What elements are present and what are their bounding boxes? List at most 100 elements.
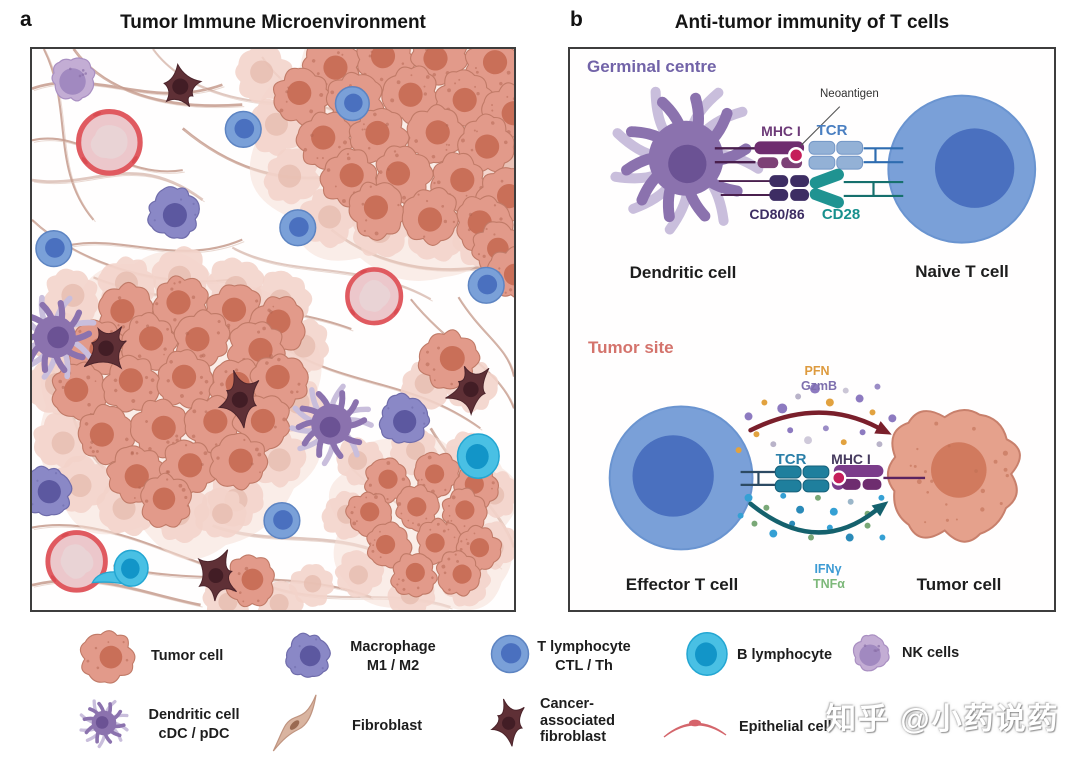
macrophage-legend-icon xyxy=(285,632,331,678)
fibroblast-legend-icon xyxy=(272,694,317,752)
tumor-cell-b-illustration xyxy=(886,409,1021,543)
tnfa-label: TNFα xyxy=(813,577,845,591)
fibroblast-illustration xyxy=(272,694,317,752)
cancer-associated-fibroblast-illustration xyxy=(83,326,127,370)
gzmb-label: GzmB xyxy=(800,379,838,393)
cd28-label: CD28 xyxy=(821,206,861,223)
t-lymphocyte-illustration xyxy=(334,85,370,122)
t-lymphocyte-legend-icon xyxy=(490,634,530,674)
neoantigen-label: Neoantigen xyxy=(820,88,879,100)
tumor-cell-illustration xyxy=(417,329,481,390)
tumor-cell-illustration xyxy=(121,312,179,371)
legend-label-epithelial-cell: Epithelial cell xyxy=(739,719,832,735)
epithelial-structure-illustration xyxy=(75,108,143,176)
tumor-cell-faded-illustration xyxy=(334,550,385,598)
cancer-associated-fibroblast-illustration xyxy=(217,369,260,429)
t-lymphocyte-illustration xyxy=(224,110,262,149)
mhc-i-label-tumor-site: MHC I xyxy=(831,451,871,467)
cancer-associated-fibroblast-illustration xyxy=(445,365,490,416)
macrophage-illustration xyxy=(378,392,431,444)
cancer-associated-fibroblast-illustration xyxy=(163,62,203,107)
t-lymphocyte-illustration xyxy=(279,209,317,247)
cd80-86-complex xyxy=(718,175,810,201)
tcr-label-tumor-site: TCR xyxy=(775,451,807,468)
tcr-label-germinal: TCR xyxy=(816,122,848,139)
nk-cell-illustration xyxy=(852,634,890,672)
nk-cell-illustration xyxy=(51,57,96,102)
tumor-cell-illustration xyxy=(272,67,332,127)
tumor-cell-illustration xyxy=(140,472,192,528)
tumor-cell-illustration xyxy=(406,104,466,165)
dendritic-cell-illustration xyxy=(610,86,764,235)
panel-a-title: Tumor Immune Microenvironment xyxy=(120,12,426,33)
neoantigen-pointer-line xyxy=(800,106,841,146)
tumor-cell-illustration xyxy=(441,487,488,536)
tumor-cell-illustration xyxy=(156,349,214,409)
panel-a-label: a xyxy=(20,8,32,31)
dendritic-cell-illustration xyxy=(32,294,97,380)
tumor-microenvironment-panel xyxy=(30,47,516,612)
legend-label-dendritic-cell: Dendritic cell cDC / pDC xyxy=(148,707,240,742)
tumor-cell-illustration xyxy=(223,554,275,608)
tumor-site-title: Tumor site xyxy=(588,338,674,357)
ifng-label: IFNγ xyxy=(814,562,842,576)
t-lymphocyte-illustration xyxy=(263,502,301,540)
b-lymphocyte-legend-icon xyxy=(686,632,728,676)
effector-t-cell-illustration xyxy=(608,405,754,551)
macrophage-illustration xyxy=(32,465,73,517)
t-cell-immunity-panel: Germinal centre Neoantigen MHC I TCR CD8… xyxy=(568,47,1056,612)
tumor-cell-illustration xyxy=(348,181,407,241)
epithelial-structure-illustration xyxy=(45,530,108,593)
t-lymphocyte-illustration xyxy=(35,229,73,268)
effector-t-cell-label: Effector T cell xyxy=(625,575,739,594)
epithelial-cell-illustration xyxy=(663,719,727,738)
cancer-associated-fibroblast-illustration xyxy=(197,549,237,602)
cytotoxic-granule-dots xyxy=(735,383,897,454)
cytokine-arrow xyxy=(748,501,889,535)
tumor-cell-illustration xyxy=(366,521,413,569)
macrophage-illustration xyxy=(285,632,331,678)
tumor-cell-illustration xyxy=(249,353,309,411)
legend-label-tumor-cell: Tumor cell xyxy=(151,648,224,664)
t-cell-immunity-illustration xyxy=(608,86,1037,551)
neoantigen-dot xyxy=(787,147,805,164)
b-lymphocyte-illustration xyxy=(686,632,728,676)
dendritic-cell-illustration xyxy=(289,383,374,467)
dendritic-cell-illustration xyxy=(79,699,129,749)
naive-t-cell-illustration xyxy=(887,94,1037,244)
tumor-cell-illustration xyxy=(413,451,460,499)
legend-label-fibroblast: Fibroblast xyxy=(352,718,423,734)
tumor-cell-illustration xyxy=(401,187,459,246)
legend-label-cancer-associated-fibroblast: Cancer-associated fibroblast xyxy=(540,696,615,745)
tumor-cell-illustration xyxy=(101,354,161,413)
tumor-cell-faded-illustration xyxy=(33,412,93,468)
tumor-cell-illustration xyxy=(390,553,438,598)
tumor-cell-illustration xyxy=(364,457,411,504)
legend-label-b-lymphocyte: B lymphocyte xyxy=(737,647,833,663)
panel-b-title: Anti-tumor immunity of T cells xyxy=(674,12,950,33)
epithelial-structure-illustration xyxy=(345,267,404,326)
tumor-cell-illustration xyxy=(209,432,269,491)
dendritic-cell-label: Dendritic cell xyxy=(629,263,737,282)
tumor-microenvironment-illustration xyxy=(32,49,514,610)
pfn-label: PFN xyxy=(804,364,830,378)
dendritic-cell-legend-icon xyxy=(79,699,129,749)
tumor-cell-illustration xyxy=(79,630,136,684)
cd28-complex xyxy=(809,168,904,209)
nk-cells-legend-icon xyxy=(852,634,890,672)
legend-label-t-lymphocyte: T lymphocyte CTL / Th xyxy=(537,639,631,674)
tumor-cell-illustration xyxy=(130,398,189,459)
legend-label-nk-cells: NK cells xyxy=(902,645,960,661)
epithelial-cell-legend-icon xyxy=(663,719,727,738)
tumor-cell-legend-icon xyxy=(79,630,136,684)
tumor-cell-label: Tumor cell xyxy=(916,575,1002,594)
watermark: 知乎 @小药说药 xyxy=(826,703,1060,736)
germinal-centre-title: Germinal centre xyxy=(587,57,717,76)
tumor-cell-illustration xyxy=(395,484,440,532)
tumor-cell-illustration xyxy=(457,113,514,173)
cd80-86-label: CD80/86 xyxy=(749,206,805,222)
t-lymphocyte-illustration xyxy=(467,266,505,304)
cytotoxic-granule-arrow xyxy=(748,410,892,435)
tumor-cell-faded-illustration xyxy=(288,563,334,607)
tumor-cell-illustration xyxy=(435,550,482,597)
